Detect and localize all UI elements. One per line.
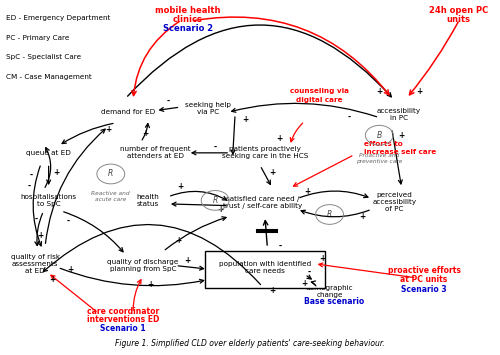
Text: queue at ED: queue at ED: [26, 150, 71, 156]
Text: +: +: [319, 254, 325, 263]
Text: counseling via: counseling via: [290, 88, 349, 94]
Text: +: +: [175, 236, 181, 245]
Text: Reactive and
acute care: Reactive and acute care: [92, 191, 130, 202]
Text: at PC units: at PC units: [400, 275, 448, 284]
Text: patients proactively
seeking care in the HCS: patients proactively seeking care in the…: [222, 146, 308, 159]
Text: increase self care: increase self care: [364, 149, 436, 155]
Text: health
status: health status: [136, 194, 160, 207]
Text: +: +: [184, 256, 191, 265]
Text: demographic
change: demographic change: [306, 285, 354, 299]
Text: Proactive and
preventive care: Proactive and preventive care: [356, 153, 403, 164]
Text: ED - Emergency Department: ED - Emergency Department: [6, 16, 110, 22]
Text: R: R: [108, 169, 114, 179]
Text: +: +: [217, 205, 224, 214]
Text: +: +: [53, 168, 59, 177]
Text: clinics: clinics: [173, 15, 203, 23]
Text: +: +: [67, 264, 73, 274]
Text: -: -: [34, 215, 38, 224]
Text: SpC - Specialist Care: SpC - Specialist Care: [6, 54, 82, 60]
Text: hospitalisations
to SpC: hospitalisations to SpC: [20, 194, 76, 207]
Text: +: +: [304, 187, 310, 196]
Text: -: -: [67, 217, 70, 226]
Text: number of frequent
attenders at ED: number of frequent attenders at ED: [120, 146, 191, 159]
Text: -: -: [308, 268, 311, 277]
Text: -: -: [214, 143, 217, 152]
Text: Figure 1. Simplified CLD over elderly patients' care-seeking behaviour.: Figure 1. Simplified CLD over elderly pa…: [115, 339, 385, 348]
Text: accessibility
in PC: accessibility in PC: [377, 108, 421, 121]
Text: R: R: [327, 210, 332, 219]
Text: proactive efforts: proactive efforts: [388, 266, 460, 275]
Text: seeking help
via PC: seeking help via PC: [184, 102, 230, 115]
Text: efforts to: efforts to: [364, 141, 403, 147]
Text: +: +: [148, 280, 154, 289]
Text: +: +: [105, 125, 112, 135]
Text: 24h open PC: 24h open PC: [429, 6, 488, 15]
Text: perceived
accessibility
of PC: perceived accessibility of PC: [372, 192, 416, 212]
Text: +: +: [142, 129, 148, 138]
FancyBboxPatch shape: [206, 251, 324, 289]
Text: +: +: [416, 87, 422, 96]
Text: -: -: [30, 171, 33, 180]
Text: Scenario 1: Scenario 1: [100, 324, 146, 333]
Text: +: +: [37, 231, 44, 240]
Text: +: +: [178, 182, 184, 191]
Text: units: units: [447, 15, 471, 23]
Text: +: +: [359, 212, 365, 221]
Text: -: -: [132, 88, 134, 98]
Text: care coordinator: care coordinator: [87, 307, 160, 316]
Text: +: +: [50, 275, 56, 284]
Text: Base scenario: Base scenario: [304, 297, 364, 306]
Text: R: R: [212, 196, 218, 205]
Text: -: -: [278, 242, 281, 251]
Text: satisfied care need /
trust / self-care ability: satisfied care need / trust / self-care …: [223, 196, 302, 209]
Text: B: B: [376, 131, 382, 140]
Text: quality of discharge
planning from SpC: quality of discharge planning from SpC: [108, 259, 179, 272]
Text: +: +: [242, 115, 248, 124]
Text: mobile health: mobile health: [155, 6, 220, 15]
Text: +: +: [302, 279, 308, 288]
Text: demand for ED: demand for ED: [101, 109, 156, 115]
Text: +: +: [376, 87, 382, 96]
Text: quality of risk
assessments
at ED: quality of risk assessments at ED: [10, 254, 60, 274]
Text: digital care: digital care: [296, 97, 343, 103]
Text: Scenario 2: Scenario 2: [163, 24, 213, 33]
Text: -: -: [166, 97, 170, 106]
Text: PC - Primary Care: PC - Primary Care: [6, 35, 70, 41]
Text: population with identified
care needs: population with identified care needs: [219, 261, 311, 274]
Text: +: +: [398, 131, 405, 140]
Text: +: +: [276, 134, 283, 143]
Text: +: +: [270, 286, 276, 295]
Text: -: -: [348, 113, 351, 122]
Text: Scenario 3: Scenario 3: [401, 285, 447, 294]
Text: CM - Case Management: CM - Case Management: [6, 73, 92, 80]
Text: -: -: [27, 182, 30, 191]
Text: interventions ED: interventions ED: [87, 315, 160, 324]
Text: +: +: [270, 168, 276, 177]
